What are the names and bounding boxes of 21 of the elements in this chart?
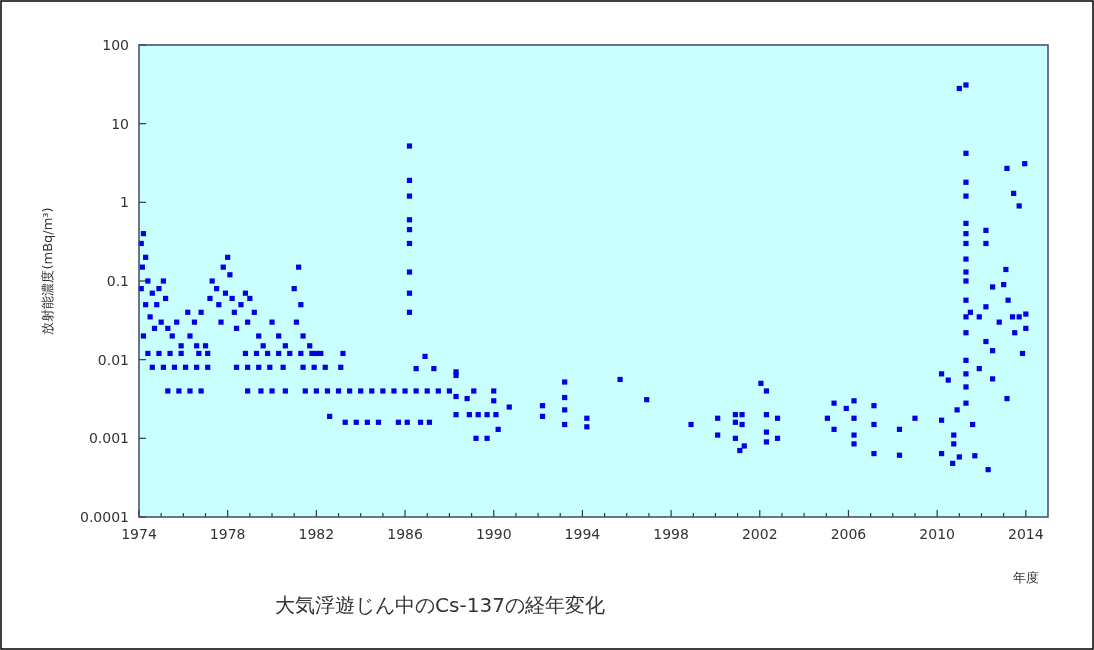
y-tick-label: 0.1 bbox=[106, 273, 129, 289]
x-tick-label: 1990 bbox=[475, 526, 512, 542]
x-tick-label: 1998 bbox=[653, 526, 689, 542]
x-tick-label: 2006 bbox=[830, 526, 867, 542]
y-tick-label: 1 bbox=[120, 194, 129, 211]
x-tick-label: 1986 bbox=[387, 526, 423, 542]
x-tick-label: 2002 bbox=[741, 526, 778, 542]
x-tick-label: 1974 bbox=[121, 526, 157, 542]
x-tick-label: 1982 bbox=[298, 526, 335, 542]
y-tick-label: 100 bbox=[102, 37, 129, 53]
y-tick-label: 0.0001 bbox=[80, 509, 129, 525]
x-tick-label: 1994 bbox=[564, 526, 601, 542]
x-tick-label: 1978 bbox=[209, 526, 246, 542]
y-axis-title: 放射能濃度(mBq/m³) bbox=[40, 207, 55, 335]
x-tick-label: 2010 bbox=[919, 526, 955, 542]
x-tick-label: 2014 bbox=[1008, 526, 1044, 542]
y-tick-label: 0.01 bbox=[97, 351, 129, 368]
x-axis-title: 年度 bbox=[1013, 570, 1039, 585]
text: 大気浮遊じん中のCs-137の経年変化 bbox=[275, 593, 605, 617]
y-tick-label: 0.001 bbox=[88, 430, 129, 447]
y-tick-label: 10 bbox=[111, 115, 129, 132]
